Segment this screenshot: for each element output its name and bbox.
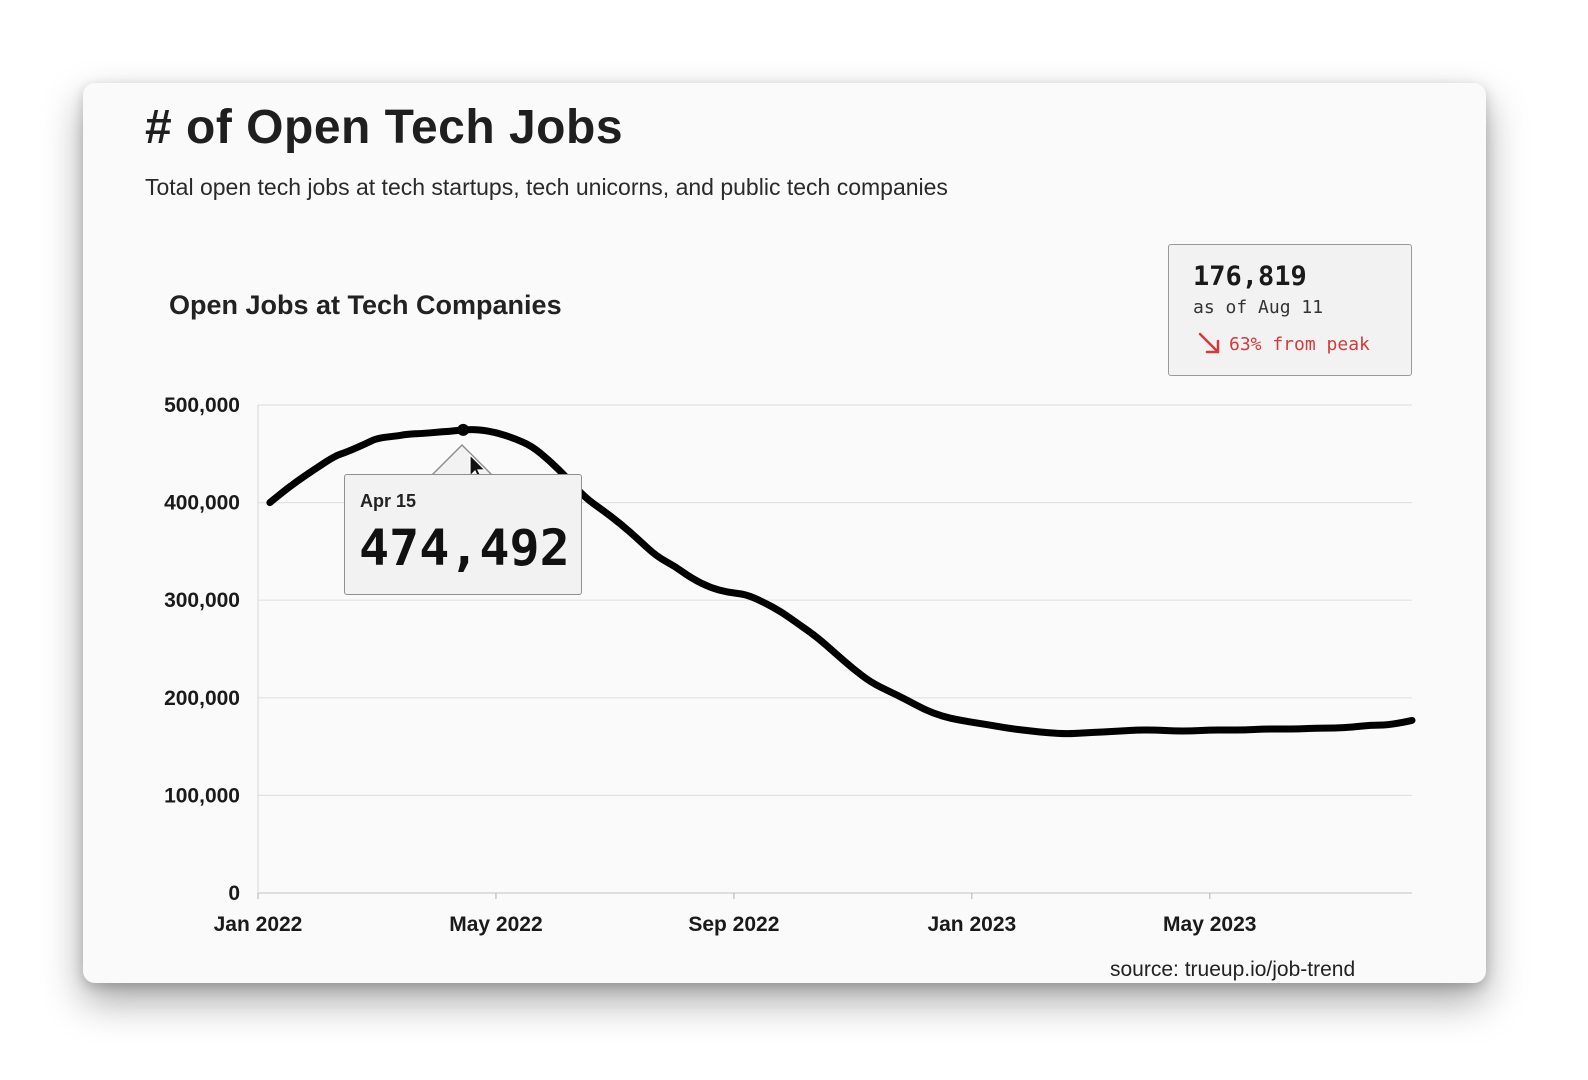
page-subtitle: Total open tech jobs at tech startups, t…: [145, 174, 948, 200]
y-tick-label: 200,000: [164, 687, 240, 710]
tooltip-date: Apr 15: [360, 491, 417, 511]
y-axis: 0 100,000 200,000 300,000 400,000 500,000: [164, 394, 259, 905]
x-tick-label: Sep 2022: [688, 913, 779, 936]
y-tick-label: 400,000: [164, 492, 240, 515]
page-title: # of Open Tech Jobs: [145, 101, 624, 154]
chart-card: [83, 83, 1486, 983]
highlight-layer: [431, 423, 493, 481]
y-tick-label: 500,000: [164, 394, 240, 417]
x-tick-label: Jan 2022: [214, 913, 303, 936]
series-layer: [266, 426, 1416, 738]
x-tick-label: Jan 2023: [927, 913, 1016, 936]
as-of-date: as of Aug 11: [1193, 297, 1324, 318]
summary-stat-box: 176,819 as of Aug 11 63% from peak: [1168, 244, 1412, 376]
y-tick-label: 100,000: [164, 784, 240, 807]
change-text: 63% from peak: [1229, 333, 1370, 355]
current-value: 176,819: [1193, 261, 1307, 292]
hover-tooltip: Apr 15 474,492: [344, 474, 582, 595]
source-note: source: trueup.io/job-trend: [1110, 958, 1356, 981]
y-tick-label: 300,000: [164, 589, 240, 612]
highlight-point[interactable]: [457, 423, 470, 436]
tooltip-value: 474,492: [359, 519, 570, 577]
change-from-peak: 63% from peak: [1197, 331, 1370, 357]
x-tick-label: May 2022: [449, 913, 542, 936]
y-tick-label: 0: [228, 882, 240, 905]
arrow-down-right-icon: [1198, 332, 1220, 354]
x-axis: Jan 2022 May 2022 Sep 2022 Jan 2023 May 2023: [214, 892, 1412, 936]
x-tick-label: May 2023: [1163, 913, 1256, 936]
series-line[interactable]: [266, 426, 1416, 738]
chart-title: Open Jobs at Tech Companies: [169, 290, 562, 320]
